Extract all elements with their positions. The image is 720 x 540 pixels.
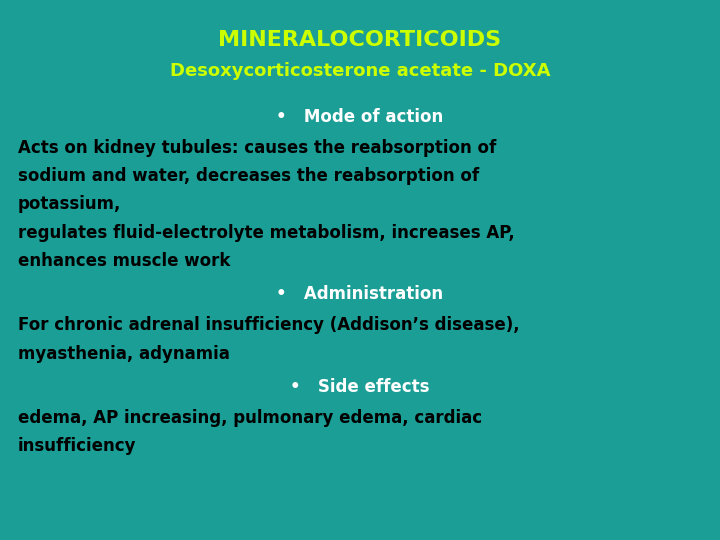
Text: myasthenia, adynamia: myasthenia, adynamia <box>18 345 230 362</box>
Text: Desoxycorticosterone acetate - DOXA: Desoxycorticosterone acetate - DOXA <box>170 62 550 80</box>
Text: •   Side effects: • Side effects <box>290 378 430 396</box>
Text: regulates fluid-electrolyte metabolism, increases AP,: regulates fluid-electrolyte metabolism, … <box>18 224 515 241</box>
Text: sodium and water, decreases the reabsorption of: sodium and water, decreases the reabsorp… <box>18 167 479 185</box>
Text: For chronic adrenal insufficiency (Addison’s disease),: For chronic adrenal insufficiency (Addis… <box>18 316 520 334</box>
Text: insufficiency: insufficiency <box>18 437 137 455</box>
Text: •   Administration: • Administration <box>276 285 444 303</box>
Text: •   Mode of action: • Mode of action <box>276 108 444 126</box>
Text: potassium,: potassium, <box>18 195 122 213</box>
Text: Acts on kidney tubules: causes the reabsorption of: Acts on kidney tubules: causes the reabs… <box>18 139 496 157</box>
Text: MINERALOCORTICOIDS: MINERALOCORTICOIDS <box>218 30 502 50</box>
Text: enhances muscle work: enhances muscle work <box>18 252 230 269</box>
Text: edema, AP increasing, pulmonary edema, cardiac: edema, AP increasing, pulmonary edema, c… <box>18 409 482 427</box>
